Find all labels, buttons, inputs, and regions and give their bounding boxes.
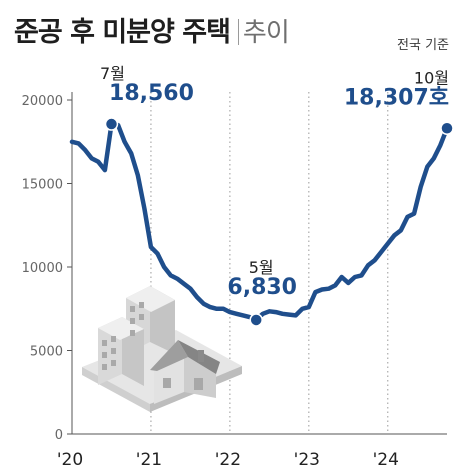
annotation-month-label: 7월 bbox=[100, 64, 125, 83]
title-divider bbox=[237, 19, 239, 45]
annotation-marker bbox=[440, 121, 454, 136]
y-tick-label: 5000 bbox=[30, 345, 63, 360]
x-tick-label: '24 bbox=[373, 450, 399, 470]
y-tick-label: 10000 bbox=[22, 261, 63, 276]
annotation-month-label: 5월 bbox=[249, 258, 274, 277]
chart-title-row: 준공 후 미분양 주택 추이 bbox=[14, 10, 290, 49]
chart-subtitle: 추이 bbox=[242, 18, 290, 48]
annotation-marker bbox=[249, 313, 263, 327]
x-tick-label: '20 bbox=[57, 450, 83, 470]
annotation-value-label: 18,307호 bbox=[344, 85, 449, 110]
axes: '20 '21 '22 '23 '24 0 5000 10000 15000 20000 bbox=[22, 92, 447, 470]
x-tick-label: '23 bbox=[294, 450, 320, 470]
x-tick-label: '22 bbox=[215, 450, 241, 470]
annotation-marker bbox=[104, 117, 119, 131]
annotation-month-label: 10월 bbox=[414, 68, 449, 87]
x-tick-label: '21 bbox=[136, 450, 162, 470]
y-tick-label: 0 bbox=[55, 428, 63, 443]
chart-title: 준공 후 미분양 주택 bbox=[14, 17, 231, 48]
annotation-value-label: 18,560 bbox=[109, 81, 194, 106]
buildings-illustration bbox=[82, 286, 242, 412]
y-tick-label: 15000 bbox=[22, 178, 63, 193]
basis-note: 전국 기준 bbox=[397, 38, 449, 53]
annotation-value-label: 6,830 bbox=[227, 275, 297, 300]
y-tick-label: 20000 bbox=[22, 94, 63, 109]
